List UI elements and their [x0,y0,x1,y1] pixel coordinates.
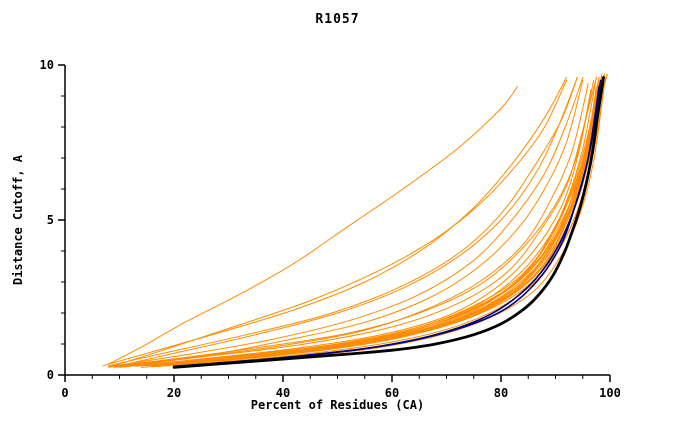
series-model-orange-19 [184,73,605,364]
series-model-orange-17 [129,76,600,367]
series-model-orange-14 [146,76,603,367]
y-tick-label: 5 [47,213,54,227]
series-model-orange-25 [102,76,567,367]
series-model-orange-12 [135,80,600,367]
series-model-orange-30 [151,76,607,367]
series-model-orange-08 [151,76,600,367]
y-tick-label: 10 [40,58,54,72]
x-tick-label: 100 [599,386,621,400]
series-model-orange-11 [124,76,597,367]
series-model-orange-04 [129,80,584,367]
series-model-navy-02 [184,79,602,367]
x-tick-label: 80 [494,386,508,400]
series-model-orange-09 [162,73,603,365]
series-model-orange-23 [135,76,605,367]
x-tick-label: 20 [167,386,181,400]
series-model-orange-26 [168,76,603,366]
series-model-orange-15 [157,73,605,366]
series-model-orange-01 [108,86,518,365]
series-model-orange-06 [119,80,595,368]
series-model-orange-28 [108,89,592,368]
x-tick-label: 0 [61,386,68,400]
series-model-orange-22 [124,80,603,368]
series-model-orange-07 [140,76,597,367]
series-model-orange-18 [108,76,578,367]
series-model-orange-29 [140,83,605,368]
series-model-orange-24 [228,73,608,360]
chart-title: R1057 [315,12,360,27]
series-model-orange-05 [108,83,589,368]
series-model-orange-03 [119,76,578,367]
x-tick-label: 60 [385,386,399,400]
y-tick-label: 0 [47,368,54,382]
y-axis-label: Distance Cutoff, A [11,154,25,286]
series-model-orange-27 [178,73,603,364]
series-model-orange-13 [113,76,584,367]
x-axis-label: Percent of Residues (CA) [250,398,425,412]
x-tick-label: 40 [276,386,290,400]
series-model-best-black [172,76,605,369]
